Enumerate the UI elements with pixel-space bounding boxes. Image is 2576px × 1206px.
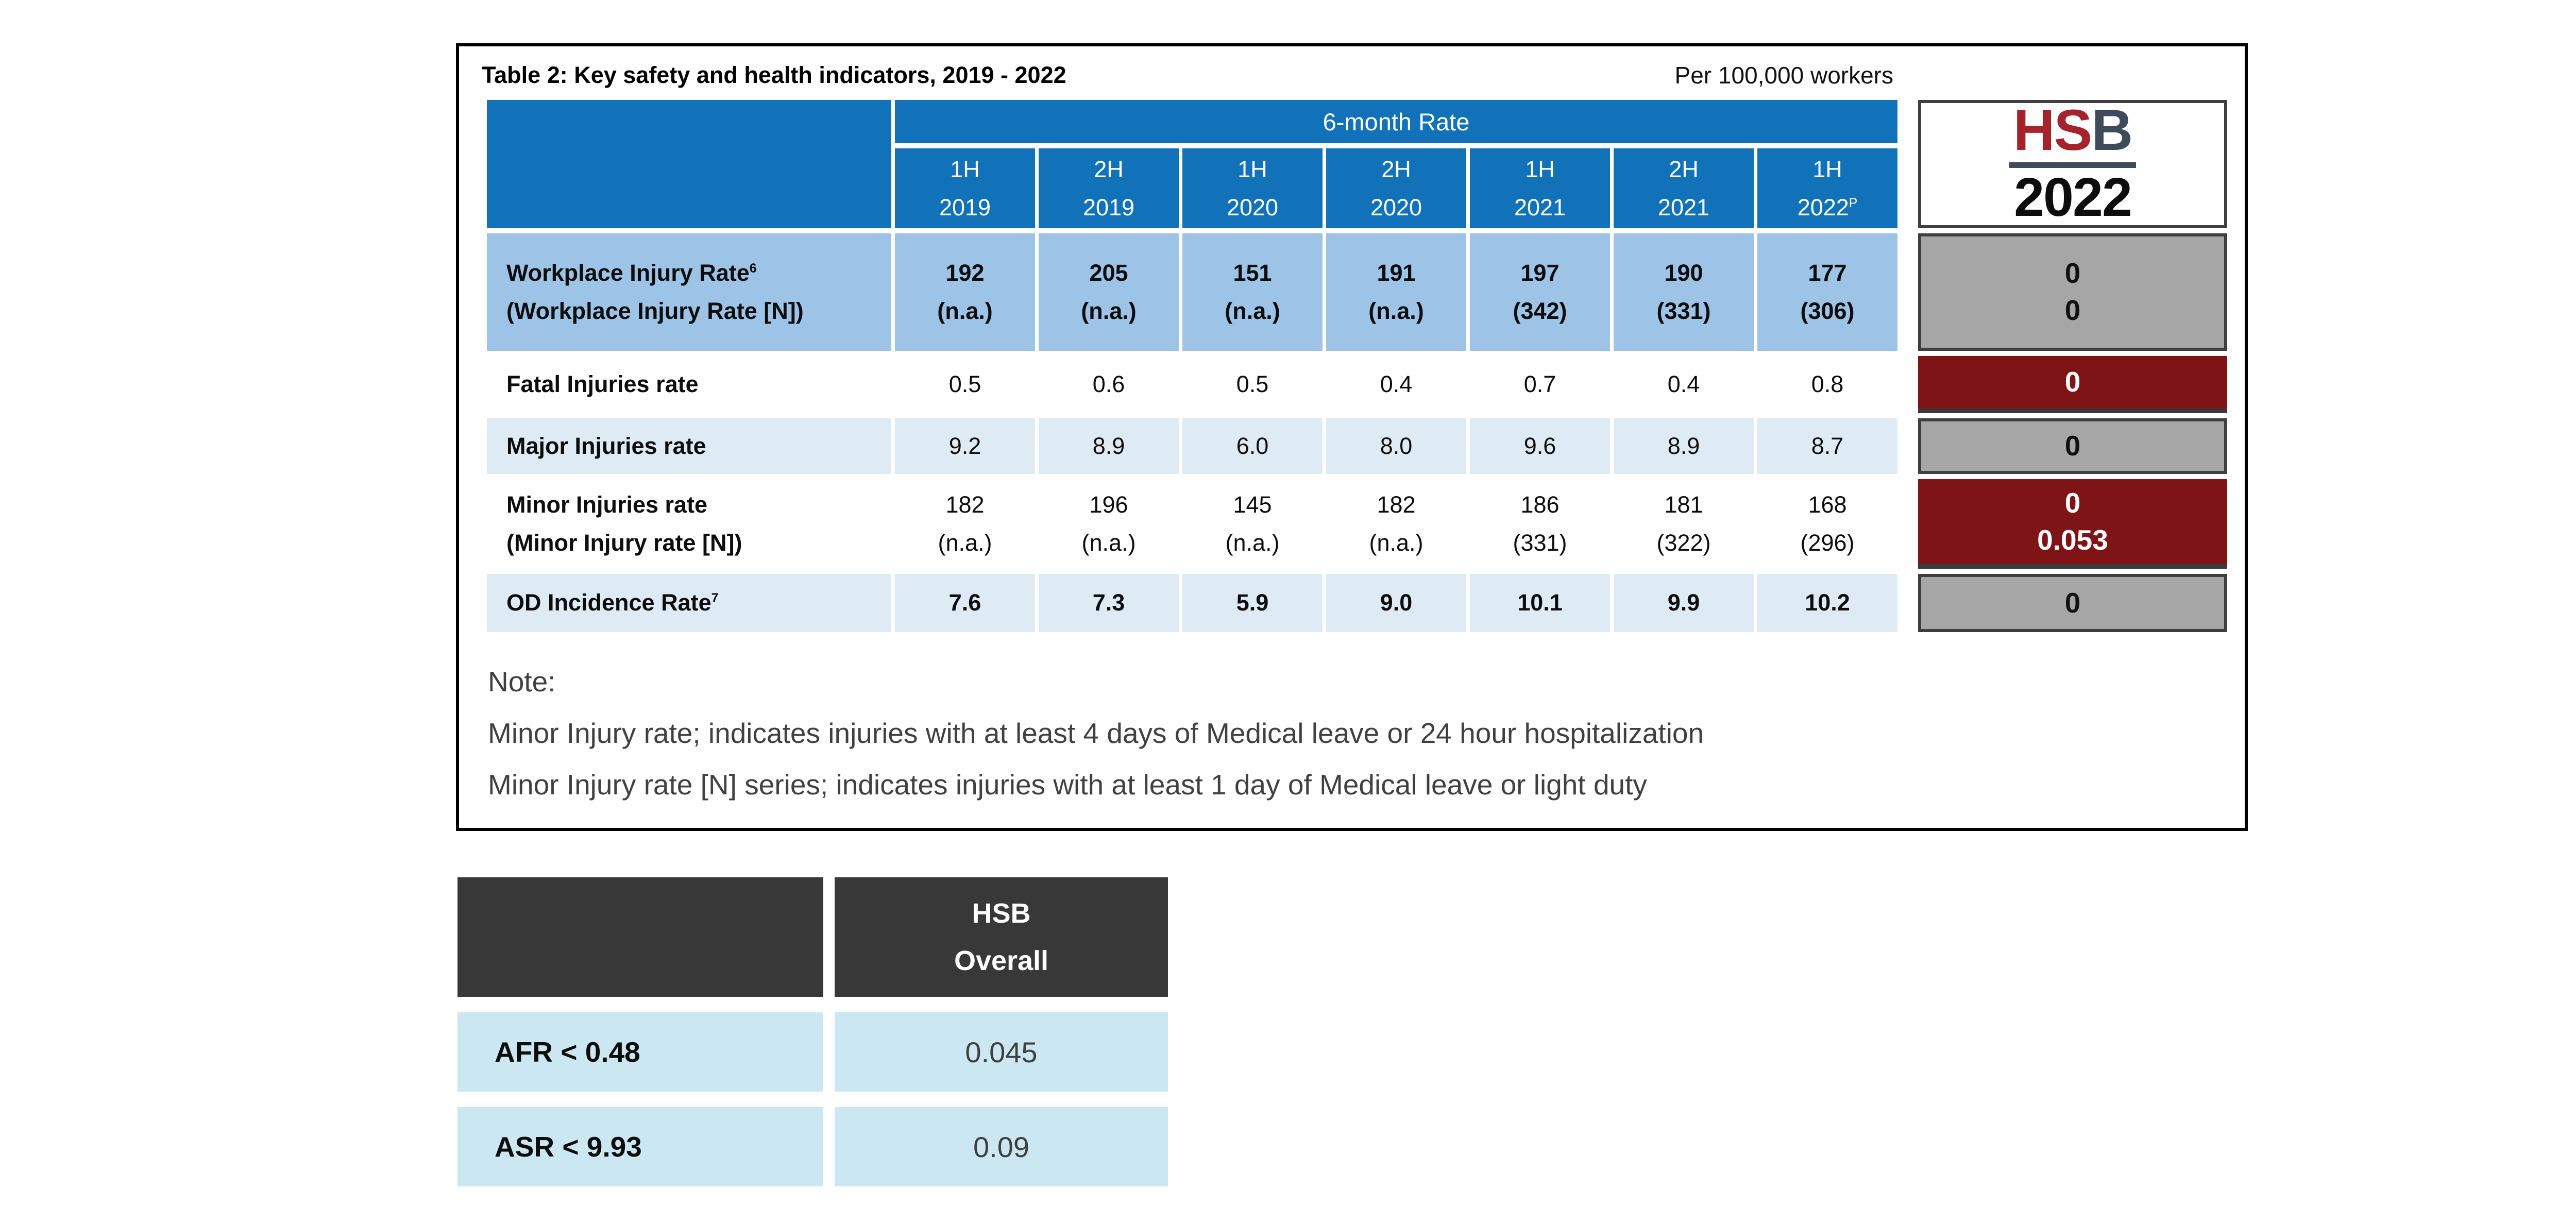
data-cell: 9.0 xyxy=(1326,574,1466,632)
hsb-2022-logo: HSB 2022 xyxy=(1918,100,2227,228)
data-cell: 9.9 xyxy=(1614,574,1754,632)
data-cell: 192 (n.a.) xyxy=(895,233,1035,351)
note-line: Minor Injury rate [N] series; indicates … xyxy=(488,769,1647,801)
data-cell: 0.7 xyxy=(1470,356,1610,413)
data-cell: 5.9 xyxy=(1182,574,1323,632)
indicators-grid: 6-month Rate 1H 2019 2H 2019 1H 2020 2H … xyxy=(487,100,2227,632)
data-cell: 182 (n.a.) xyxy=(1326,479,1466,569)
column-header: 1H 2020 xyxy=(1182,148,1323,228)
data-cell: 191 (n.a.) xyxy=(1326,233,1466,351)
data-cell: 177 (306) xyxy=(1757,233,1897,351)
note-heading: Note: xyxy=(488,666,556,698)
column-header: 2H 2020 xyxy=(1326,148,1466,228)
table-title: Table 2: Key safety and health indicator… xyxy=(482,62,1066,88)
six-month-rate-header: 6-month Rate xyxy=(895,100,1897,143)
data-cell: 8.0 xyxy=(1326,418,1466,474)
hsb-overall-header: HSB Overall xyxy=(835,877,1168,997)
note-block: Note: Minor Injury rate; indicates injur… xyxy=(488,656,1704,810)
data-cell: 181 (322) xyxy=(1614,479,1754,569)
data-cell: 9.2 xyxy=(895,418,1035,474)
asr-target-label: ASR < 9.93 xyxy=(457,1107,823,1186)
row-label: Major Injuries rate xyxy=(487,418,891,474)
data-cell: 10.1 xyxy=(1470,574,1610,632)
summary-cell: 0 0.053 xyxy=(1918,479,2227,569)
data-cell: 182 (n.a.) xyxy=(895,479,1035,569)
column-header: 1H 2022P xyxy=(1757,148,1897,228)
safety-indicators-table-box: Table 2: Key safety and health indicator… xyxy=(456,43,2248,831)
data-cell: 145 (n.a.) xyxy=(1182,479,1323,569)
summary-cell: 0 xyxy=(1918,356,2227,413)
data-cell: 9.6 xyxy=(1470,418,1610,474)
data-cell: 0.4 xyxy=(1326,356,1466,413)
note-line: Minor Injury rate; indicates injuries wi… xyxy=(488,717,1704,749)
hsb-logo-year: 2022 xyxy=(2014,166,2132,228)
data-cell: 196 (n.a.) xyxy=(1039,479,1179,569)
data-cell: 0.5 xyxy=(895,356,1035,413)
column-header: 1H 2019 xyxy=(895,148,1035,228)
data-cell: 151 (n.a.) xyxy=(1182,233,1323,351)
data-cell: 190 (331) xyxy=(1614,233,1754,351)
row-label: OD Incidence Rate7 xyxy=(487,574,891,632)
data-cell: 8.9 xyxy=(1039,418,1179,474)
data-cell: 7.3 xyxy=(1039,574,1179,632)
data-cell: 0.4 xyxy=(1614,356,1754,413)
data-cell: 197 (342) xyxy=(1470,233,1610,351)
preliminary-superscript: P xyxy=(1849,196,1858,210)
summary-cell: 0 xyxy=(1918,574,2227,632)
afr-target-label: AFR < 0.48 xyxy=(457,1012,823,1092)
table-title-row: Table 2: Key safety and health indicator… xyxy=(482,52,1893,99)
column-header: 2H 2021 xyxy=(1614,148,1754,228)
asr-overall-value: 0.09 xyxy=(835,1107,1168,1186)
row-label: Minor Injuries rate (Minor Injury rate [… xyxy=(487,479,891,569)
hsb-logo-text: HSB xyxy=(2009,101,2137,168)
column-header: 1H 2021 xyxy=(1470,148,1610,228)
row-label: Fatal Injuries rate xyxy=(487,356,891,413)
data-cell: 168 (296) xyxy=(1757,479,1897,569)
data-cell: 10.2 xyxy=(1757,574,1897,632)
hsb-overall-table: HSB Overall AFR < 0.48 0.045 ASR < 9.93 … xyxy=(457,877,1168,1186)
summary-cell: 0 xyxy=(1918,418,2227,474)
data-cell: 7.6 xyxy=(895,574,1035,632)
data-cell: 8.7 xyxy=(1757,418,1897,474)
row-label: Workplace Injury Rate6 (Workplace Injury… xyxy=(487,233,891,351)
footnote-superscript: 6 xyxy=(749,261,757,276)
label-column-header xyxy=(487,100,891,228)
footnote-superscript: 7 xyxy=(711,591,719,606)
data-cell: 6.0 xyxy=(1182,418,1323,474)
unit-note: Per 100,000 workers xyxy=(1674,62,1893,89)
data-cell: 0.8 xyxy=(1757,356,1897,413)
column-header: 2H 2019 xyxy=(1039,148,1179,228)
empty-header-cell xyxy=(457,877,823,997)
data-cell: 186 (331) xyxy=(1470,479,1610,569)
afr-overall-value: 0.045 xyxy=(835,1012,1168,1092)
data-cell: 205 (n.a.) xyxy=(1039,233,1179,351)
data-cell: 0.6 xyxy=(1039,356,1179,413)
data-cell: 8.9 xyxy=(1614,418,1754,474)
data-cell: 0.5 xyxy=(1182,356,1323,413)
